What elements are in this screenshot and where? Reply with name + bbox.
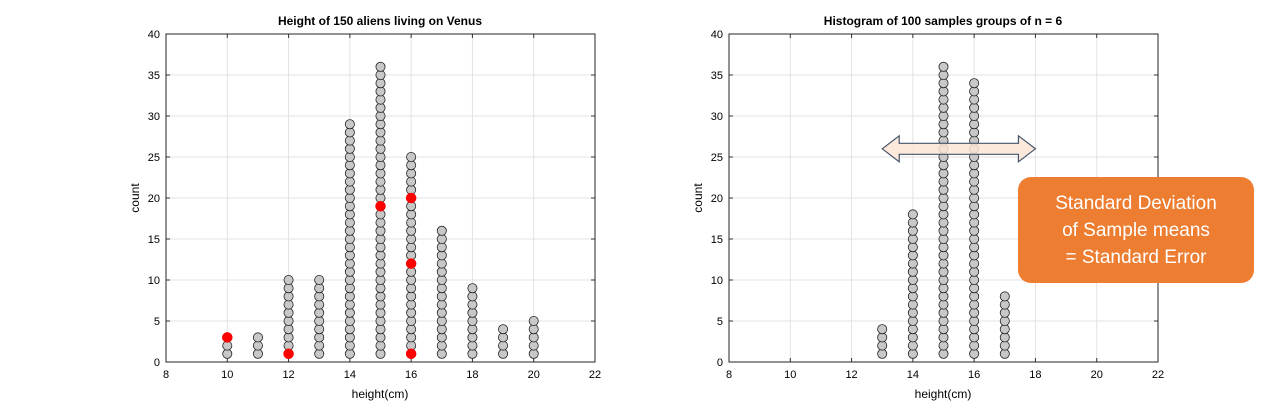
x-axis-label: height(cm): [915, 387, 972, 401]
y-axis-label: count: [691, 183, 705, 213]
data-point: [375, 61, 386, 72]
standard-error-callout: Standard Deviation of Sample means = Sta…: [1018, 177, 1254, 283]
y-tick-label: 0: [154, 357, 160, 369]
data-point: [252, 332, 263, 343]
y-tick-label: 15: [148, 234, 160, 246]
y-tick-label: 5: [717, 316, 723, 328]
data-point: [344, 119, 355, 130]
data-point: [467, 283, 478, 294]
x-tick-label: 12: [845, 369, 857, 381]
y-tick-label: 30: [711, 111, 723, 123]
callout-line-3: = Standard Error: [1066, 247, 1208, 268]
x-tick-label: 22: [1152, 369, 1164, 381]
x-tick-label: 12: [282, 369, 294, 381]
x-tick-label: 10: [784, 369, 796, 381]
callout-line-1: Standard Deviation: [1055, 193, 1217, 214]
y-tick-label: 5: [154, 316, 160, 328]
y-tick-label: 0: [717, 357, 723, 369]
y-tick-label: 20: [711, 193, 723, 205]
data-point: [283, 274, 294, 285]
x-tick-label: 18: [466, 369, 478, 381]
y-tick-label: 15: [711, 234, 723, 246]
y-tick-label: 30: [148, 111, 160, 123]
double-arrow: [881, 134, 1037, 164]
chart-title: Height of 150 aliens living on Venus: [278, 14, 482, 28]
x-tick-label: 16: [968, 369, 980, 381]
callout-line-2: of Sample means: [1062, 220, 1210, 241]
chart-title: Histogram of 100 samples groups of n = 6: [824, 14, 1063, 28]
x-axis-label: height(cm): [352, 387, 409, 401]
x-tick-label: 14: [907, 369, 919, 381]
x-tick-label: 8: [726, 369, 732, 381]
y-tick-label: 25: [148, 152, 160, 164]
chart-venus-heights: Height of 150 aliens living on Venus hei…: [128, 14, 601, 401]
data-point: [969, 78, 980, 89]
y-tick-label: 40: [148, 29, 160, 41]
data-point: [877, 324, 888, 335]
x-tick-label: 10: [221, 369, 233, 381]
y-axis-label: count: [128, 183, 142, 213]
data-point: [498, 324, 509, 335]
data-point: [938, 61, 949, 72]
data-point: [528, 315, 539, 326]
axes-frame: [165, 33, 596, 363]
chart-sample-means: Histogram of 100 samples groups of n = 6…: [691, 14, 1254, 401]
plot-area: 8 10 12 14 16 18 20 22 0 5 10 15 20 25 30 35 40: [148, 29, 601, 381]
y-tick-label: 10: [148, 275, 160, 287]
y-tick-label: 20: [148, 193, 160, 205]
data-point: [406, 151, 417, 162]
data-point: [314, 274, 325, 285]
x-tick-label: 20: [528, 369, 540, 381]
callout-box: [1018, 177, 1254, 283]
highlighted-point: [222, 332, 233, 343]
highlighted-point: [375, 200, 386, 212]
x-tick-label: 8: [163, 369, 169, 381]
highlighted-point: [405, 192, 417, 204]
data-point: [907, 209, 918, 220]
data-point: [999, 291, 1010, 302]
y-tick-label: 35: [148, 70, 160, 82]
data-point: [436, 225, 447, 236]
y-tick-label: 35: [711, 70, 723, 82]
y-tick-label: 40: [711, 29, 723, 41]
x-tick-label: 22: [589, 369, 601, 381]
highlighted-point: [405, 348, 417, 360]
y-tick-label: 10: [711, 275, 723, 287]
y-tick-label: 25: [711, 152, 723, 164]
x-tick-label: 18: [1029, 369, 1041, 381]
x-tick-label: 20: [1091, 369, 1103, 381]
highlighted-point: [283, 348, 294, 360]
x-tick-label: 14: [344, 369, 356, 381]
highlighted-point: [405, 258, 417, 269]
x-tick-label: 16: [405, 369, 417, 381]
